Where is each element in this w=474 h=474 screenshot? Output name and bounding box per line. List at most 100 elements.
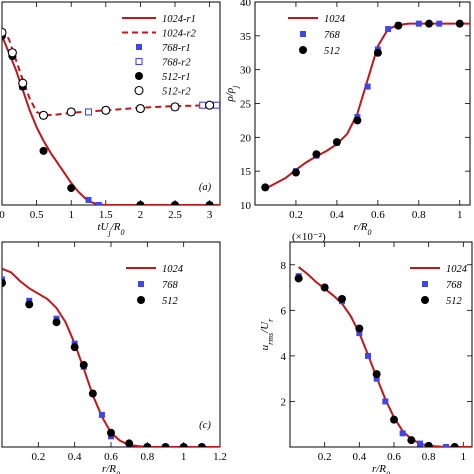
plot-frame bbox=[1, 241, 221, 448]
chart-panel-c: 0.2 0.4 0.6 0.8 1 1.2 r/R0 1024 768 512 (c) bbox=[1, 241, 227, 474]
data-point-512-r1 bbox=[39, 146, 48, 155]
data-point-512 bbox=[291, 168, 300, 177]
x-tick-label: 0.8 bbox=[422, 451, 436, 463]
data-point-512-r2 bbox=[7, 48, 17, 58]
legend-swatch bbox=[136, 44, 142, 50]
x-tick-label: 0 bbox=[0, 209, 5, 221]
data-point-512 bbox=[143, 443, 152, 447]
x-tick-label: 0.8 bbox=[412, 209, 426, 221]
legend-label: 1024 bbox=[446, 264, 468, 275]
data-point-512 bbox=[355, 324, 364, 333]
y-tick-label: 8 bbox=[281, 260, 287, 272]
data-point-768-r2 bbox=[84, 108, 93, 116]
data-point-512 bbox=[179, 443, 188, 447]
legend-label: 768-r1 bbox=[162, 43, 191, 54]
data-point-512 bbox=[338, 294, 346, 303]
data-point-512 bbox=[197, 443, 206, 447]
y-scale-factor: (×10⁻²) bbox=[292, 231, 326, 243]
legend-swatch bbox=[300, 31, 306, 37]
x-tick-label: 0.8 bbox=[140, 451, 154, 463]
data-point-768 bbox=[356, 330, 363, 337]
legend-label: 512 bbox=[324, 46, 341, 57]
data-point-512 bbox=[450, 443, 459, 447]
data-point-512-r2 bbox=[205, 100, 215, 110]
data-point-512-r2 bbox=[2, 27, 7, 37]
data-point-768 bbox=[399, 430, 406, 437]
data-point-768 bbox=[98, 411, 105, 418]
legend-swatch bbox=[422, 281, 428, 287]
legend-label: 768 bbox=[324, 30, 341, 41]
legend-label: 1024 bbox=[324, 14, 346, 25]
data-point-768 bbox=[365, 352, 371, 359]
data-point-512 bbox=[25, 300, 34, 309]
data-point-768-r2 bbox=[212, 101, 220, 109]
series-line-1024 bbox=[298, 266, 472, 447]
legend-swatch bbox=[134, 85, 144, 96]
data-point-512 bbox=[373, 48, 382, 57]
data-point-768 bbox=[415, 20, 422, 27]
data-point-512 bbox=[455, 19, 464, 28]
legend-swatch bbox=[299, 46, 307, 54]
data-point-512 bbox=[424, 441, 433, 447]
data-point-512 bbox=[161, 443, 170, 447]
legend-label: 768 bbox=[162, 280, 179, 291]
y-axis-label: urms/Ur bbox=[259, 318, 275, 351]
data-point-768 bbox=[373, 375, 380, 382]
data-point-768 bbox=[382, 398, 389, 405]
data-point-512-r2 bbox=[66, 107, 76, 117]
data-point-512-r2 bbox=[38, 110, 49, 120]
y-tick-label: 15 bbox=[240, 166, 252, 178]
data-point-512 bbox=[52, 318, 61, 327]
legend-swatch bbox=[138, 281, 144, 287]
series-line-1024 bbox=[2, 267, 220, 447]
x-axis-label: tUj/R0 bbox=[97, 221, 124, 237]
data-point-512-r2 bbox=[170, 102, 180, 112]
legend-label: 512-r2 bbox=[162, 87, 191, 98]
legend-label: 1024 bbox=[162, 264, 184, 275]
data-point-512 bbox=[425, 19, 434, 28]
x-tick-label: 1 bbox=[68, 209, 74, 221]
x-tick-label: 2 bbox=[138, 209, 144, 221]
data-point-512 bbox=[70, 343, 79, 352]
plot-frame bbox=[289, 241, 473, 448]
x-axis-label: r/R0 bbox=[353, 221, 371, 237]
legend-label: 1024-r1 bbox=[162, 14, 196, 25]
data-point-512 bbox=[2, 279, 6, 287]
legend-label: 768-r2 bbox=[162, 58, 191, 69]
data-point-512 bbox=[372, 370, 381, 379]
data-point-512 bbox=[394, 21, 403, 30]
data-point-512-r1 bbox=[205, 201, 214, 205]
x-tick-label: 0.4 bbox=[330, 209, 344, 221]
legend: 1024 768 512 bbox=[288, 14, 346, 57]
x-tick-label: 2.5 bbox=[168, 209, 182, 221]
x-tick-label: 3 bbox=[207, 209, 213, 221]
data-point-768-r2 bbox=[199, 101, 207, 109]
x-tick-label: 1.5 bbox=[99, 209, 113, 221]
x-axis-label: r/R0 bbox=[372, 463, 390, 474]
x-tick-label: 0.6 bbox=[387, 451, 401, 463]
chart-panel-b: 0.2 0.4 0.6 0.8 1 10 15 20 25 30 35 40 r/R0 ρ/ρj 1024 7… bbox=[224, 0, 471, 237]
data-point-512 bbox=[88, 389, 97, 398]
data-point-768 bbox=[436, 20, 443, 27]
x-tick-label: 0.4 bbox=[68, 451, 82, 463]
data-point-512 bbox=[79, 361, 88, 369]
chart-panel-d: 0.2 0.4 0.6 0.8 1 2 4 6 8 r/R0 urms/Ur (×10⁻²) 1024 7… bbox=[259, 231, 473, 474]
data-point-512 bbox=[312, 150, 321, 159]
data-point-512 bbox=[407, 436, 416, 445]
y-tick-label: 35 bbox=[240, 31, 252, 43]
y-tick-label: 30 bbox=[240, 65, 252, 77]
legend-label: 512 bbox=[162, 296, 179, 307]
panel-annotation: (c) bbox=[199, 420, 211, 431]
x-tick-label: 1.2 bbox=[213, 451, 227, 463]
data-point-512-r1 bbox=[171, 201, 180, 205]
data-point-768-r1 bbox=[95, 202, 102, 205]
data-point-512 bbox=[294, 274, 303, 283]
legend-label: 512 bbox=[446, 296, 463, 307]
data-point-768 bbox=[385, 26, 392, 33]
data-point-512 bbox=[320, 283, 329, 292]
legend-swatch bbox=[137, 296, 145, 304]
y-tick-label: 4 bbox=[281, 351, 287, 363]
legend-swatch bbox=[421, 296, 429, 304]
data-point-512-r1 bbox=[67, 184, 76, 193]
plot-frame bbox=[254, 1, 471, 206]
